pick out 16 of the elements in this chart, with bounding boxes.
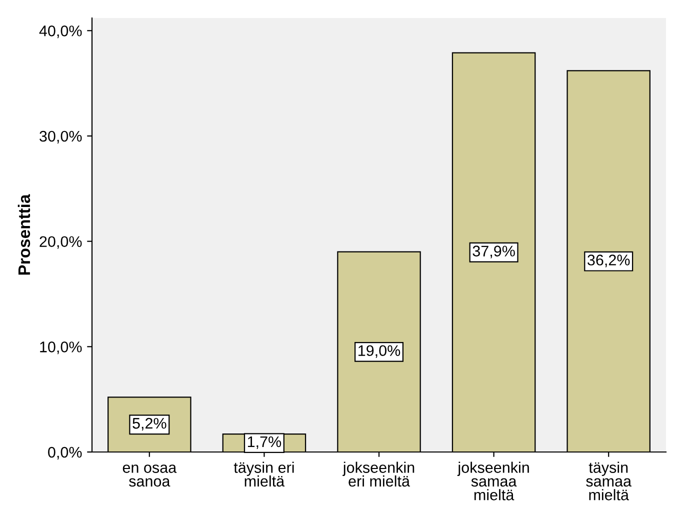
data-label: 5,2% (132, 418, 166, 431)
x-tick-label: jokseenkin samaa mieltä (457, 462, 529, 500)
x-tick-label: täysin eri mieltä (234, 462, 294, 487)
data-label: 36,2% (588, 254, 630, 268)
data-label: 1,7% (248, 436, 282, 449)
x-tick-label: jokseenkin eri mieltä (342, 462, 414, 487)
y-tick-label: 20,0% (40, 236, 82, 249)
x-tick-label: en osaa sanoa (122, 464, 177, 487)
y-tick-label: 40,0% (39, 26, 82, 38)
y-tick-label: 0,0% (48, 446, 82, 460)
y-tick-label: 30,0% (40, 130, 82, 144)
x-tick-label: täysin samaa mieltä (586, 462, 632, 500)
data-label: 37,9% (472, 246, 515, 258)
y-axis-title: Prosenttia (18, 194, 30, 275)
y-tick-label: 10,0% (40, 342, 82, 354)
data-label: 19,0% (358, 345, 400, 358)
